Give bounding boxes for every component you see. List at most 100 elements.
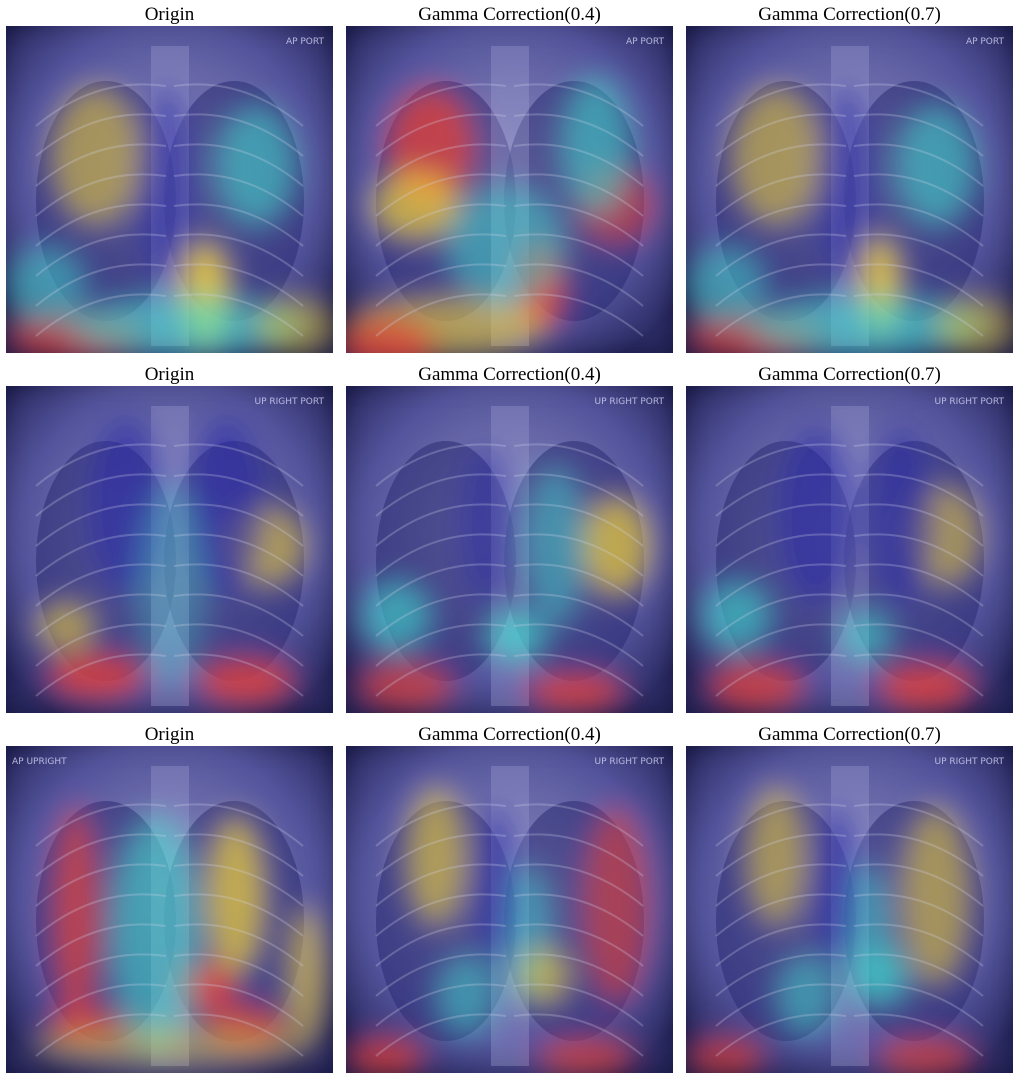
heat-blob (111, 816, 201, 1056)
panel-title: Origin (144, 364, 195, 385)
heatmap-image: AP PORT (686, 26, 1013, 353)
heat-blob (36, 601, 96, 651)
heat-blob (361, 581, 431, 651)
heat-blob (536, 1036, 636, 1073)
corner-label: UP RIGHT PORT (935, 397, 1005, 407)
heat-blob (196, 656, 296, 706)
heat-blob (371, 171, 461, 241)
heat-blob (471, 806, 521, 966)
heat-blob (346, 316, 436, 353)
heat-blob (816, 86, 876, 286)
panel-title: Origin (144, 724, 195, 745)
heat-blob (66, 296, 306, 353)
ribs (715, 803, 984, 1057)
heat-blob (136, 486, 206, 686)
heat-blob (686, 1036, 766, 1073)
xray-heatmap-svg: AP PORT (346, 26, 673, 353)
xray-heatmap-svg: UP RIGHT PORT (346, 746, 673, 1073)
heatmap-image: UP RIGHT PORT (686, 386, 1013, 713)
xray-heatmap-svg: AP PORT (6, 26, 333, 353)
heatmap-image: UP RIGHT PORT (6, 386, 333, 713)
corner-label: AP PORT (966, 37, 1005, 47)
ribs (375, 443, 644, 697)
heat-blob (31, 1026, 311, 1066)
panel-title: Gamma Correction(0.4) (418, 4, 601, 25)
heat-blob (581, 806, 651, 1006)
heat-blob (51, 806, 101, 1026)
panel-title: Gamma Correction(0.4) (418, 364, 601, 385)
panel-title: Gamma Correction(0.7) (758, 364, 941, 385)
heat-blobs (346, 386, 673, 713)
xray-heatmap-svg: AP UPRIGHT (6, 746, 333, 1073)
heat-blob (526, 466, 586, 626)
xray-heatmap-svg: AP PORT (686, 26, 1013, 353)
heat-blob (216, 106, 296, 226)
ribs (715, 443, 984, 697)
heat-blob (406, 786, 466, 926)
xray-heatmap-svg: UP RIGHT PORT (6, 386, 333, 713)
panel-title: Origin (144, 4, 195, 25)
ribs (35, 443, 304, 697)
heatmap-image: UP RIGHT PORT (686, 746, 1013, 1073)
heat-blobs (6, 26, 333, 353)
heat-blob (701, 581, 771, 651)
heat-blob (186, 416, 266, 596)
corner-label: AP PORT (286, 37, 325, 47)
heat-blobs (686, 746, 1013, 1073)
panel-title: Gamma Correction(0.7) (758, 4, 941, 25)
heat-blob (46, 651, 146, 701)
heat-blob (841, 611, 891, 661)
heat-blob (286, 906, 326, 1046)
heat-blob (866, 426, 936, 606)
heat-blob (456, 446, 516, 606)
heatmap-image: AP PORT (346, 26, 673, 353)
panel-title: Gamma Correction(0.4) (418, 724, 601, 745)
xray-heatmap-svg: UP RIGHT PORT (686, 386, 1013, 713)
heat-blob (521, 946, 571, 1006)
heat-blob (746, 786, 806, 926)
heat-blobs (6, 746, 333, 1073)
heatmap-image: AP UPRIGHT (6, 746, 333, 1073)
ribs (35, 83, 304, 337)
panel-title: Gamma Correction(0.7) (758, 724, 941, 745)
ribs (35, 803, 304, 1057)
heat-blob (346, 1036, 426, 1073)
heat-blobs (686, 26, 1013, 353)
heat-blob (746, 296, 986, 353)
heatmap-image: AP PORT (6, 26, 333, 353)
corner-label: UP RIGHT PORT (595, 397, 665, 407)
xray-heatmap-svg: UP RIGHT PORT (346, 386, 673, 713)
heat-blob (436, 956, 496, 1036)
heat-blob (896, 106, 976, 226)
heat-blob (811, 806, 861, 966)
corner-label: AP UPRIGHT (12, 757, 67, 767)
heat-blob (356, 661, 456, 711)
heatmap-image: UP RIGHT PORT (346, 746, 673, 1073)
heat-blob (876, 661, 976, 711)
heat-blob (136, 86, 196, 286)
heat-blob (206, 816, 266, 976)
heat-blob (526, 671, 626, 711)
corner-label: UP RIGHT PORT (595, 757, 665, 767)
heat-blob (446, 186, 566, 306)
heat-blobs (686, 386, 1013, 713)
heat-blob (861, 946, 911, 1006)
heat-blob (6, 246, 86, 326)
xray-heatmap-svg: UP RIGHT PORT (686, 746, 1013, 1073)
heat-blob (486, 611, 546, 661)
heat-blob (581, 496, 651, 596)
heat-blob (561, 76, 631, 216)
heat-blob (901, 806, 971, 986)
heat-blob (731, 86, 821, 226)
heat-blob (776, 426, 856, 606)
ribs (715, 83, 984, 337)
heat-blob (776, 956, 836, 1036)
ribs (375, 803, 644, 1057)
heat-blobs (6, 386, 333, 713)
corner-label: UP RIGHT PORT (935, 757, 1005, 767)
heat-blobs (346, 746, 673, 1073)
heat-blobs (346, 26, 673, 353)
corner-label: UP RIGHT PORT (255, 397, 325, 407)
heatmap-image: UP RIGHT PORT (346, 386, 673, 713)
